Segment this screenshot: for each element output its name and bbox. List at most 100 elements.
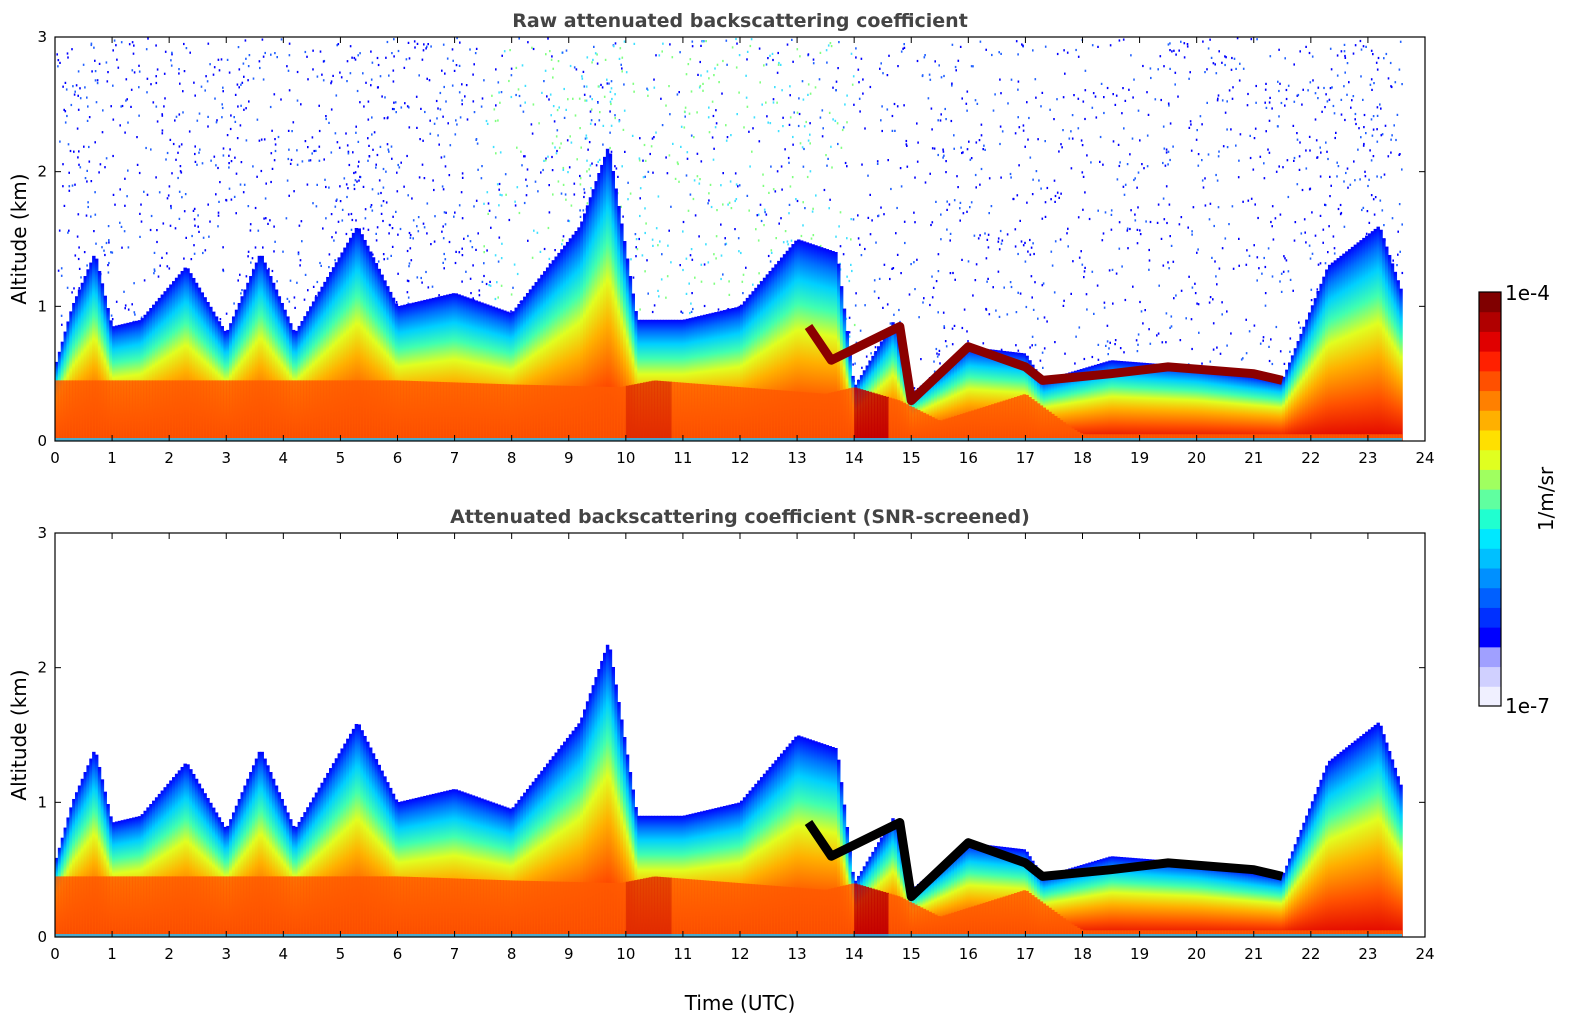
noise-pixel bbox=[1188, 126, 1191, 129]
surface-column bbox=[289, 380, 293, 441]
profile-column bbox=[788, 247, 792, 441]
surface-column bbox=[728, 882, 733, 937]
noise-pixel bbox=[1216, 346, 1218, 349]
noise-pixel bbox=[1350, 106, 1352, 109]
profile-column bbox=[548, 759, 553, 937]
noise-pixel bbox=[247, 79, 249, 82]
noise-pixel bbox=[1263, 177, 1266, 180]
profile-column bbox=[680, 319, 684, 441]
noise-pixel bbox=[1009, 172, 1012, 176]
noise-pixel bbox=[117, 66, 120, 69]
surface-column bbox=[1376, 930, 1380, 937]
noise-pixel bbox=[217, 211, 220, 214]
surface-column bbox=[588, 882, 593, 937]
surface-column bbox=[1333, 434, 1338, 441]
colorbar-min-label: 1e-7 bbox=[1505, 694, 1550, 718]
noise-pixel bbox=[541, 91, 543, 94]
surface-column bbox=[1319, 930, 1323, 937]
surface-column bbox=[500, 880, 504, 937]
profile-column bbox=[1179, 861, 1183, 937]
noise-pixel bbox=[1268, 345, 1270, 348]
noise-pixel bbox=[312, 68, 314, 71]
noise-pixel bbox=[581, 75, 583, 78]
noise-pixel bbox=[228, 187, 231, 190]
noise-pixel bbox=[444, 223, 447, 226]
profile-column bbox=[1393, 271, 1398, 441]
surface-column bbox=[240, 380, 244, 441]
profile-column bbox=[240, 296, 244, 441]
profile-column bbox=[1228, 372, 1232, 441]
profile-column bbox=[811, 244, 815, 441]
noise-pixel bbox=[860, 57, 863, 60]
surface-column bbox=[591, 882, 596, 937]
noise-pixel bbox=[136, 163, 139, 166]
surface-column bbox=[337, 876, 342, 937]
noise-pixel bbox=[772, 98, 775, 101]
noise-pixel bbox=[277, 135, 280, 139]
surface-column bbox=[797, 391, 801, 441]
noise-pixel bbox=[641, 254, 644, 257]
profile-column bbox=[86, 765, 90, 937]
noise-pixel bbox=[264, 197, 267, 200]
profile-column bbox=[234, 309, 239, 441]
noise-pixel bbox=[772, 101, 775, 104]
noise-pixel bbox=[702, 89, 704, 92]
noise-pixel bbox=[140, 316, 143, 319]
profile-column bbox=[802, 737, 807, 937]
noise-pixel bbox=[891, 267, 893, 270]
noise-pixel bbox=[802, 98, 805, 101]
noise-pixel bbox=[970, 201, 973, 204]
noise-pixel bbox=[924, 181, 927, 184]
ground-strip bbox=[55, 438, 1403, 441]
surface-column bbox=[794, 887, 798, 937]
noise-pixel bbox=[698, 86, 701, 89]
noise-pixel bbox=[357, 140, 360, 143]
surface-column bbox=[603, 386, 607, 441]
noise-pixel bbox=[216, 119, 218, 122]
surface-column bbox=[811, 392, 815, 441]
surface-column bbox=[505, 880, 510, 937]
surface-column bbox=[1193, 930, 1198, 937]
noise-pixel bbox=[449, 144, 452, 147]
surface-column bbox=[788, 391, 792, 441]
noise-pixel bbox=[1044, 201, 1047, 204]
noise-pixel bbox=[389, 224, 391, 227]
noise-pixel bbox=[646, 259, 648, 262]
noise-pixel bbox=[90, 43, 93, 47]
profile-column bbox=[540, 274, 544, 441]
surface-column bbox=[1039, 405, 1044, 441]
noise-pixel bbox=[74, 254, 77, 257]
noise-pixel bbox=[229, 127, 232, 131]
noise-pixel bbox=[422, 139, 424, 142]
noise-pixel bbox=[570, 141, 573, 144]
surface-column bbox=[751, 388, 755, 441]
noise-pixel bbox=[786, 43, 789, 46]
surface-column bbox=[1185, 930, 1189, 937]
profile-column bbox=[962, 846, 967, 937]
surface-column bbox=[306, 876, 310, 937]
noise-pixel bbox=[1362, 206, 1365, 209]
surface-column bbox=[1048, 907, 1052, 937]
noise-pixel bbox=[593, 45, 595, 48]
noise-pixel bbox=[394, 101, 397, 104]
noise-pixel bbox=[826, 164, 828, 167]
surface-column bbox=[534, 385, 538, 441]
profile-column bbox=[722, 806, 727, 937]
surface-column bbox=[483, 879, 487, 937]
noise-pixel bbox=[1344, 56, 1347, 59]
profile-column bbox=[1111, 856, 1115, 937]
profile-column bbox=[634, 807, 638, 937]
surface-column bbox=[57, 876, 62, 937]
noise-pixel bbox=[679, 264, 681, 267]
noise-pixel bbox=[777, 63, 780, 66]
surface-column bbox=[811, 888, 815, 937]
profile-column bbox=[511, 311, 516, 441]
noise-pixel bbox=[1329, 195, 1331, 198]
noise-pixel bbox=[74, 90, 76, 93]
noise-pixel bbox=[743, 126, 745, 129]
surface-column bbox=[540, 881, 544, 937]
noise-pixel bbox=[940, 76, 943, 79]
surface-column bbox=[654, 380, 658, 441]
surface-column bbox=[799, 887, 804, 937]
profile-column bbox=[654, 815, 658, 937]
